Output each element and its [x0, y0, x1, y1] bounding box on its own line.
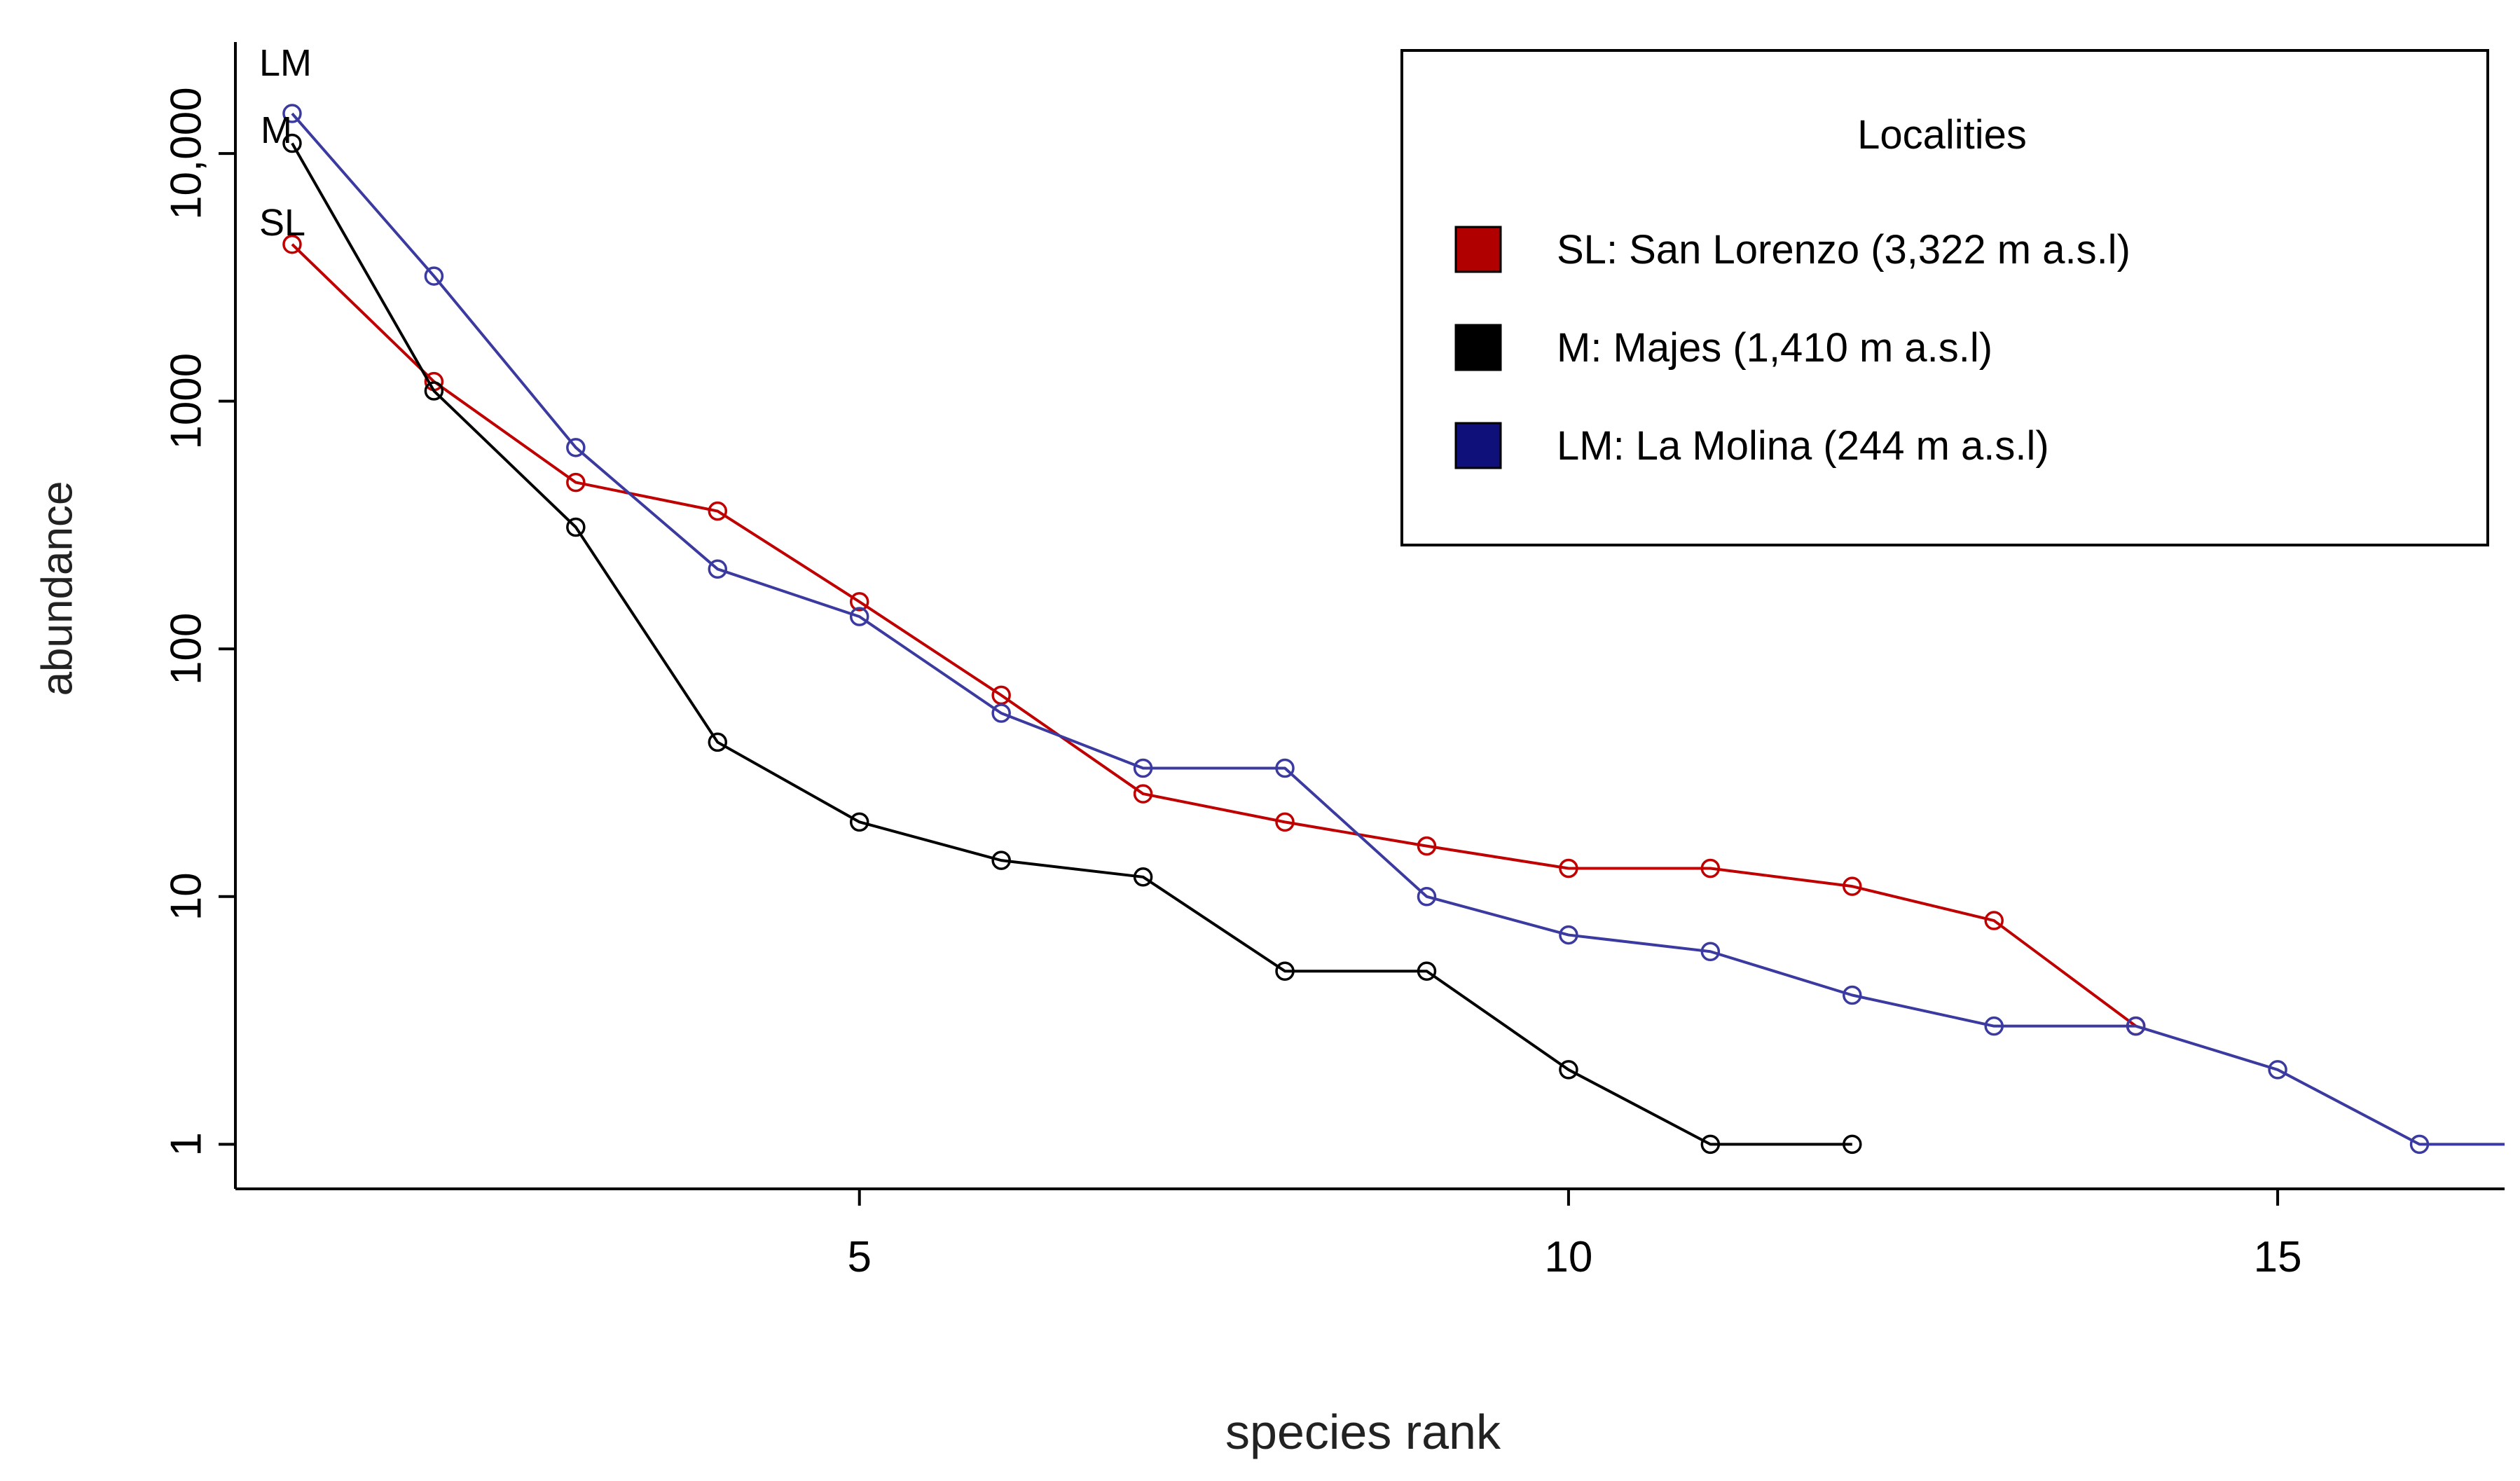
data-point-lm: [282, 104, 302, 123]
series-start-label: SL: [259, 202, 305, 244]
legend-title: Localities: [1857, 112, 2027, 158]
series-line-lm: [291, 112, 2505, 1146]
data-point-sl: [566, 472, 586, 492]
data-point-m: [991, 850, 1011, 870]
legend-label-m: M: Majes (1,410 m a.s.l): [1557, 325, 1992, 371]
y-tick-label: 1000: [163, 353, 211, 450]
y-tick-label: 100: [163, 613, 211, 685]
legend-label-lm: LM: La Molina (244 m a.s.l): [1557, 423, 2049, 469]
data-point-lm: [1417, 887, 1437, 907]
data-point-sl: [1700, 858, 1721, 879]
data-point-m: [708, 732, 728, 752]
data-point-lm: [2126, 1016, 2146, 1036]
data-point-lm: [1984, 1016, 2004, 1036]
x-tick-label: 5: [847, 1233, 871, 1281]
data-point-m: [1559, 1060, 1578, 1080]
data-point-m: [1417, 961, 1437, 981]
data-point-m: [566, 517, 586, 537]
axes: 5 10 15 1 10 100 1000 10,000 species rank abundan…: [34, 42, 2505, 1459]
y-tick-label: 10: [163, 872, 211, 921]
data-point-m: [1133, 867, 1153, 887]
data-point-lm: [1559, 925, 1578, 945]
data-point-lm: [1275, 758, 1295, 778]
data-point-sl: [1417, 836, 1437, 856]
series-start-label: LM: [259, 42, 312, 84]
data-point-sl: [708, 501, 728, 521]
data-point-m: [1700, 1134, 1721, 1155]
data-point-sl: [1984, 911, 2004, 930]
series-start-label: M: [261, 109, 292, 151]
data-point-m: [1275, 961, 1295, 981]
data-point-sl: [1133, 784, 1153, 804]
x-tick-label: 15: [2254, 1233, 2302, 1281]
data-point-lm: [1700, 942, 1721, 961]
series-line-m: [291, 142, 1852, 1146]
data-point-m: [424, 381, 444, 401]
x-axis-title: species rank: [1225, 1405, 1501, 1459]
data-point-lm: [1133, 758, 1153, 778]
legend-swatch-m: [1454, 324, 1502, 371]
legend-swatch-lm: [1454, 422, 1502, 469]
series-m: [282, 133, 1862, 1155]
x-tick-label: 10: [1544, 1233, 1592, 1281]
data-point-sl: [1843, 876, 1862, 896]
data-point-m: [1843, 1134, 1862, 1155]
series-line-sl: [291, 243, 2137, 1028]
data-point-lm: [708, 559, 728, 579]
data-point-sl: [1559, 858, 1578, 879]
y-tick-label: 10,000: [163, 87, 211, 220]
data-point-sl: [282, 234, 302, 254]
data-point-lm: [2268, 1060, 2287, 1080]
data-point-sl: [849, 592, 869, 612]
y-axis-title: abundance: [34, 481, 82, 696]
data-point-lm: [424, 266, 444, 286]
data-point-lm: [566, 438, 586, 457]
legend: Localities SL: San Lorenzo (3,322 m a.s.l…: [1400, 49, 2489, 546]
legend-label-sl: SL: San Lorenzo (3,322 m a.s.l): [1557, 227, 2130, 273]
series-sl: [282, 234, 2146, 1036]
plot-area: SL M LM: [259, 42, 2505, 1155]
data-point-lm: [849, 607, 869, 626]
data-point-m: [849, 812, 869, 832]
legend-box: [1400, 49, 2489, 546]
data-point-lm: [2409, 1134, 2430, 1155]
y-tick-label: 1: [163, 1132, 211, 1156]
data-point-lm: [1843, 985, 1862, 1005]
data-point-lm: [991, 703, 1011, 723]
series-lm: [282, 104, 2505, 1155]
legend-swatch-sl: [1454, 226, 1502, 273]
data-point-m: [282, 133, 302, 153]
data-point-sl: [1275, 812, 1295, 832]
